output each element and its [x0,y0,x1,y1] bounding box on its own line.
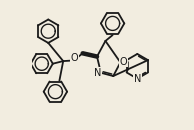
Text: O: O [70,53,78,63]
Text: O: O [120,57,127,67]
Text: N: N [94,68,102,78]
Text: N: N [134,74,141,84]
